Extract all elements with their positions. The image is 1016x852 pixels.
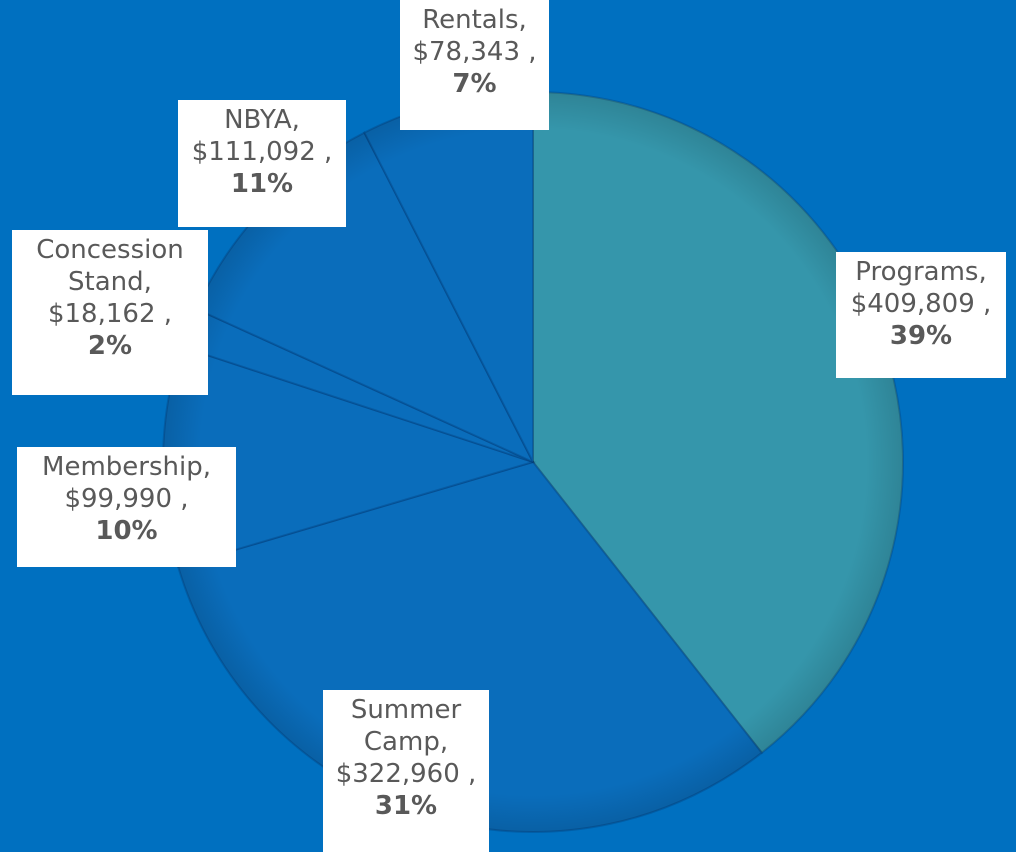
percent-label: 2% [87, 331, 133, 361]
label-separator: , [518, 5, 527, 35]
value-label: $18,162 , [47, 299, 173, 329]
percent-label: 11% [230, 169, 294, 199]
data-label: Membership, $99,990 , 10% [17, 447, 236, 567]
category-label: NBYA [224, 105, 292, 135]
data-label: NBYA, $111,092 , 11% [178, 100, 346, 227]
label-separator: , [439, 727, 449, 757]
percent-label: 7% [452, 69, 497, 99]
value-label: $78,343 , [412, 37, 537, 67]
label-separator: , [291, 105, 300, 135]
category-label: Summer Camp [350, 695, 462, 757]
percent-label: 31% [374, 791, 438, 821]
value-label: $111,092 , [191, 137, 333, 167]
data-label: Summer Camp, $322,960 , 31% [323, 690, 489, 852]
category-label: Rentals [422, 5, 519, 35]
data-label: Concession Stand, $18,162 , 2% [12, 230, 208, 395]
value-label: $322,960 , [335, 759, 477, 789]
data-label: Rentals, $78,343 , 7% [400, 0, 549, 130]
category-label: Programs [855, 257, 979, 287]
label-separator: , [978, 257, 987, 287]
label-separator: , [143, 267, 152, 297]
label-separator: , [202, 452, 211, 482]
percent-label: 10% [95, 516, 158, 546]
percent-label: 39% [889, 321, 953, 351]
data-label: Programs, $409,809 , 39% [836, 252, 1006, 378]
value-label: $99,990 , [64, 484, 189, 514]
category-label: Membership [42, 452, 203, 482]
value-label: $409,809 , [850, 289, 992, 319]
category-label: Concession Stand [36, 235, 184, 297]
